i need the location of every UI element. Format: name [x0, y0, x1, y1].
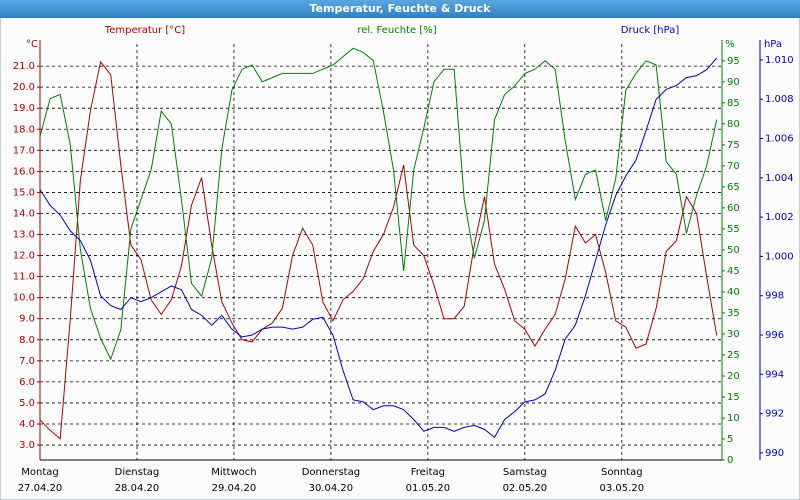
x-tick-date: 02.05.20: [503, 483, 548, 494]
legend-entry: rel. Feuchte [%]: [357, 25, 436, 36]
y-tick-label: 1.010: [765, 55, 794, 66]
legend-entry: Druck [hPa]: [621, 25, 680, 36]
y-tick-label: 8.0: [19, 335, 35, 346]
y-tick-label: 11.0: [13, 272, 35, 283]
y-tick-label: 20: [727, 371, 740, 382]
y-tick-label: 45: [727, 266, 740, 277]
y-tick-label: 7.0: [19, 356, 35, 367]
y-tick-label: 1.000: [765, 251, 794, 262]
y-tick-label: 17.0: [13, 145, 35, 156]
y-unit: °C: [26, 39, 38, 50]
y-tick-label: 30: [727, 329, 740, 340]
y3-unit: hPa: [764, 39, 782, 50]
series-line: [39, 47, 718, 361]
y-tick-label: 18.0: [13, 124, 35, 135]
y-tick-label: 10.0: [13, 293, 35, 304]
y-tick-label: 55: [727, 224, 740, 235]
y-tick-label: 80: [727, 119, 740, 130]
y-tick-label: 5.0: [19, 398, 35, 409]
y-tick-label: 25: [727, 350, 740, 361]
y-tick-label: 20.0: [13, 82, 35, 93]
chart-title: Temperatur, Feuchte & Druck: [310, 2, 492, 15]
y-tick-label: 65: [727, 182, 740, 193]
y-tick-label: 13.0: [13, 230, 35, 241]
legend-entry: Temperatur [°C]: [104, 25, 185, 36]
y-tick-label: 19.0: [13, 103, 35, 114]
y-tick-label: 21.0: [13, 61, 35, 72]
x-tick-label: Samstag: [503, 467, 547, 478]
y-tick-label: 4.0: [19, 419, 35, 430]
y-tick-label: 95: [727, 56, 740, 67]
x-tick-date: 27.04.20: [18, 483, 63, 494]
y-tick-label: 90: [727, 77, 740, 88]
y-tick-label: 16.0: [13, 166, 35, 177]
x-tick-date: 03.05.20: [600, 483, 645, 494]
y-tick-label: 1.004: [765, 173, 794, 184]
y-tick-label: 50: [727, 245, 740, 256]
x-tick-date: 29.04.20: [212, 483, 257, 494]
y-tick-label: 85: [727, 98, 740, 109]
y-tick-label: 1.008: [765, 94, 794, 105]
y2-unit: %: [725, 39, 735, 50]
y-tick-label: 996: [765, 330, 784, 341]
y-tick-label: 992: [765, 409, 784, 420]
y-tick-label: 15: [727, 392, 740, 403]
y-tick-label: 990: [765, 448, 784, 459]
y-tick-label: 5: [727, 434, 733, 445]
series-line: [39, 57, 718, 438]
title-bar: [0, 0, 800, 18]
y-tick-label: 75: [727, 140, 740, 151]
y-tick-label: 1.002: [765, 212, 794, 223]
y-tick-label: 10: [727, 413, 740, 424]
y-tick-label: 994: [765, 369, 784, 380]
y-tick-label: 40: [727, 287, 740, 298]
y-tick-label: 14.0: [13, 208, 35, 219]
y-tick-label: 1.006: [765, 134, 794, 145]
y-tick-label: 70: [727, 161, 740, 172]
y-tick-label: 0: [727, 455, 733, 466]
x-tick-date: 01.05.20: [406, 483, 451, 494]
series-line: [39, 60, 718, 440]
x-tick-label: Sonntag: [601, 467, 643, 478]
y-tick-label: 9.0: [19, 314, 35, 325]
x-tick-label: Dienstag: [115, 467, 160, 478]
x-tick-label: Freitag: [411, 467, 445, 478]
y-tick-label: 998: [765, 291, 784, 302]
x-tick-label: Mittwoch: [211, 467, 256, 478]
y-tick-label: 12.0: [13, 251, 35, 262]
x-tick-label: Montag: [21, 467, 58, 478]
y-tick-label: 60: [727, 203, 740, 214]
x-tick-date: 30.04.20: [309, 483, 354, 494]
x-tick-label: Donnerstag: [302, 467, 360, 478]
y-tick-label: 15.0: [13, 187, 35, 198]
x-tick-date: 28.04.20: [115, 483, 160, 494]
y-tick-label: 3.0: [19, 440, 35, 451]
y-tick-label: 35: [727, 308, 740, 319]
y-tick-label: 6.0: [19, 377, 35, 388]
